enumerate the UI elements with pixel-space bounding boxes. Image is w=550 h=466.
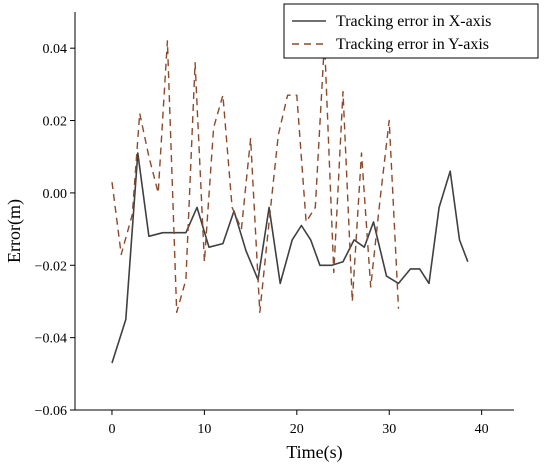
x-axis-title: Time(s) — [286, 442, 342, 463]
y-tick-label: −0.02 — [35, 259, 67, 274]
legend-box — [283, 3, 539, 59]
legend-label: Tracking error in X-axis — [336, 13, 491, 30]
x-tick-label: 0 — [108, 422, 115, 437]
series-line-y-axis-error — [111, 40, 400, 313]
x-tick-label: 40 — [475, 422, 489, 437]
y-tick-label: −0.04 — [35, 332, 67, 347]
y-tick-label: 0.02 — [43, 115, 68, 130]
x-tick-label: 30 — [382, 422, 396, 437]
axes: −0.06 −0.04 −0.02 0.00 0.02 0.04 0 10 20 30 40 — [35, 12, 514, 437]
y-tick-label: 0.04 — [43, 42, 68, 57]
y-tick-label: 0.00 — [43, 187, 68, 202]
series-line-x-axis-error — [111, 152, 469, 364]
legend-label: Tracking error in Y-axis — [336, 36, 489, 53]
series-layer — [111, 40, 469, 364]
x-tick-label: 20 — [290, 422, 304, 437]
y-tick-label: −0.06 — [35, 404, 67, 419]
y-axis-title: Error(m) — [4, 199, 25, 263]
legend: Tracking error in X-axis Tracking error i… — [283, 3, 539, 59]
x-tick-label: 10 — [197, 422, 211, 437]
